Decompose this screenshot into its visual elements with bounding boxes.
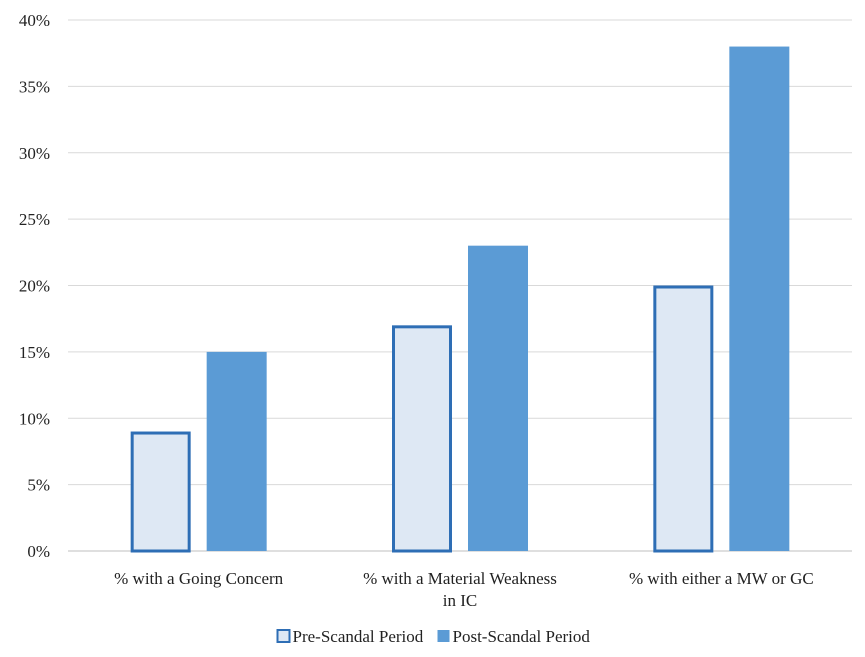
y-axis-tick-labels: 0% 5% 10% 15% 20% 25% 30% 35% 40% (19, 11, 50, 561)
y-tick-label: 0% (27, 542, 50, 561)
x-axis-category-labels: % with a Going Concern % with a Material … (114, 569, 814, 610)
y-tick-label: 20% (19, 277, 50, 296)
x-category-label-line: % with a Material Weakness (363, 569, 557, 588)
bar-post (206, 351, 267, 551)
legend-swatch-pre (276, 629, 291, 643)
bar-pre (653, 285, 714, 553)
y-tick-label: 15% (19, 343, 50, 362)
y-tick-label: 35% (19, 77, 50, 96)
legend-label: Pre-Scandal Period (293, 627, 424, 646)
bars (130, 46, 790, 553)
x-category-label: % with a Going Concern (114, 569, 284, 588)
x-category-label: % with either a MW or GC (629, 569, 814, 588)
y-tick-label: 25% (19, 210, 50, 229)
bar-pre (130, 431, 191, 553)
legend: Pre-Scandal Period Post-Scandal Period (276, 627, 591, 646)
x-category-label-line: % with either a MW or GC (629, 569, 814, 588)
x-category-label-line: in IC (443, 591, 477, 610)
y-tick-label: 40% (19, 11, 50, 30)
gridlines (68, 19, 852, 552)
bar-post (729, 46, 790, 552)
x-category-label-line: % with a Going Concern (114, 569, 284, 588)
bar-pre (392, 325, 452, 553)
legend-label: Post-Scandal Period (453, 627, 591, 646)
legend-swatch-post (437, 630, 450, 642)
y-tick-label: 10% (19, 409, 50, 428)
x-category-label: % with a Material Weakness in IC (363, 569, 557, 610)
y-tick-label: 5% (27, 476, 50, 495)
y-tick-label: 30% (19, 144, 50, 163)
bar-post (468, 245, 528, 552)
